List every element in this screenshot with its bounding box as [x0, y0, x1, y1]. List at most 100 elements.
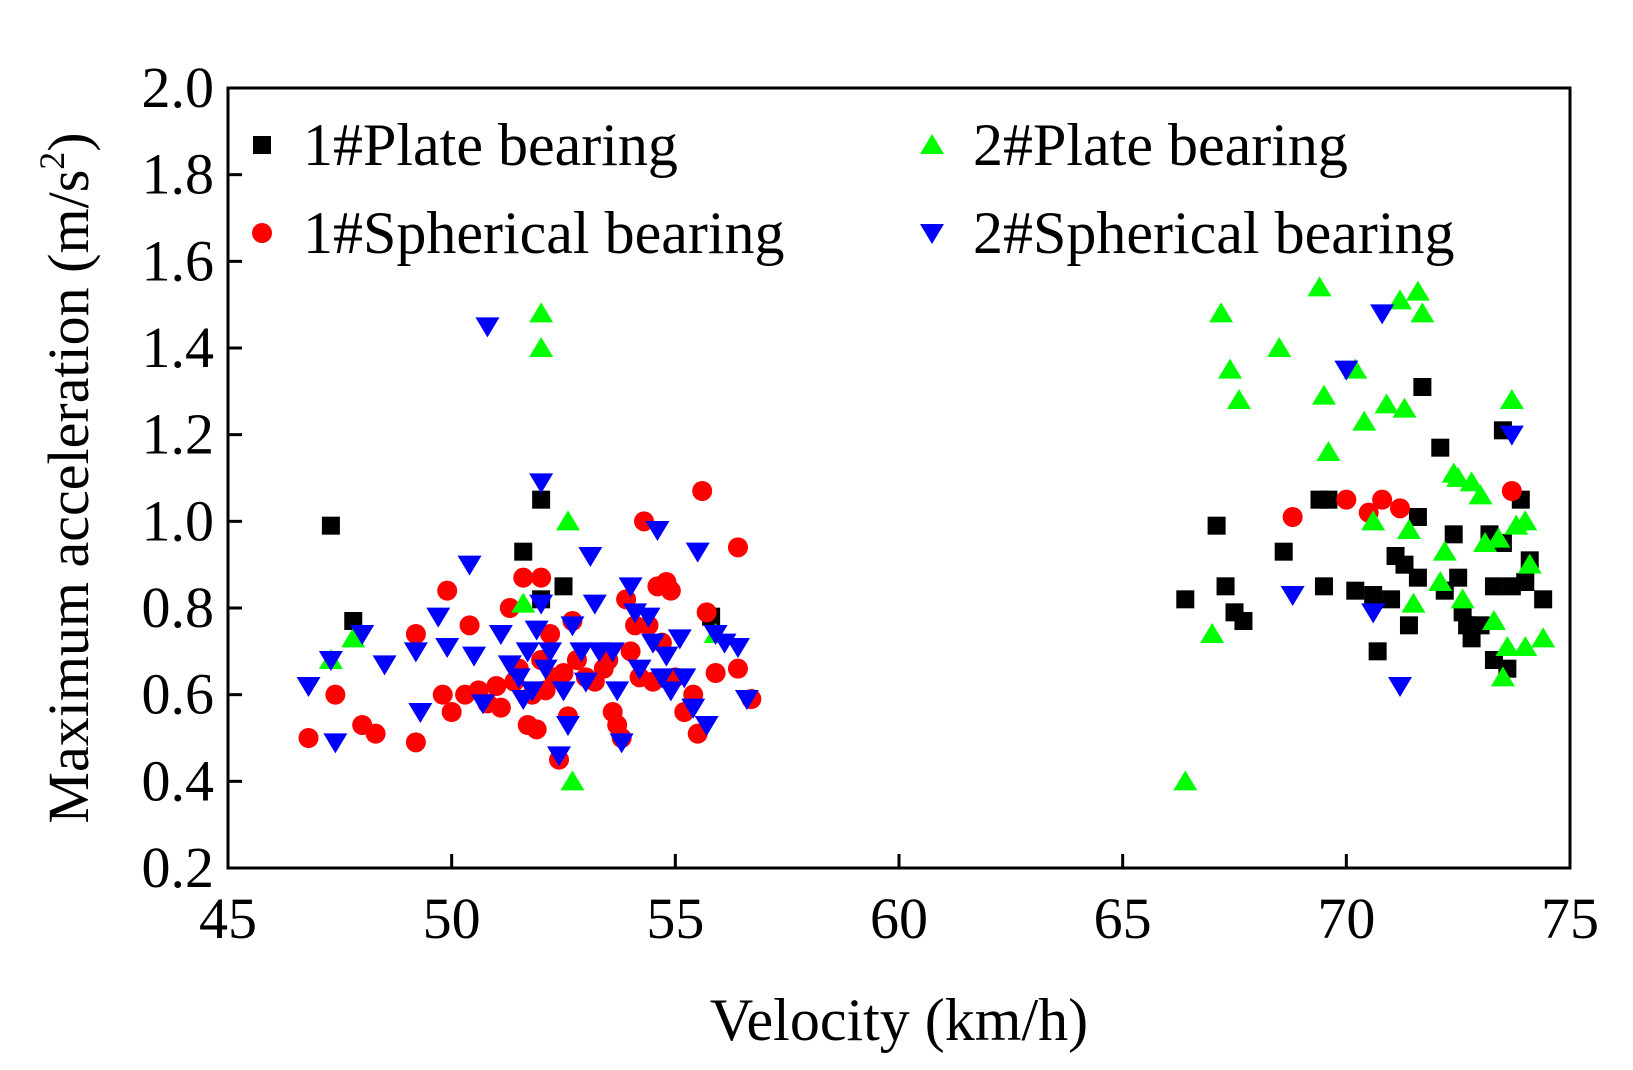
data-point — [649, 668, 674, 689]
data-point — [1226, 389, 1251, 409]
y-axis-label-superscript: 2 — [32, 152, 72, 170]
data-point — [727, 658, 748, 679]
data-point — [1216, 577, 1235, 596]
data-point — [725, 638, 750, 658]
legend-label-2: 1#Spherical bearing — [303, 200, 785, 266]
data-point — [667, 629, 692, 650]
data-point — [1405, 280, 1430, 301]
x-tick-label: 60 — [870, 886, 928, 951]
data-point — [506, 668, 531, 689]
data-point — [1316, 441, 1341, 461]
data-point — [734, 690, 759, 710]
data-point — [298, 728, 319, 748]
data-point — [1432, 540, 1457, 561]
data-point — [1218, 358, 1243, 379]
data-point — [529, 337, 554, 357]
x-tick-label: 75 — [1541, 886, 1599, 951]
data-point — [499, 598, 520, 618]
y-axis-label-close: ) — [36, 132, 101, 151]
data-point — [1361, 603, 1386, 624]
data-point — [1534, 590, 1553, 609]
data-point — [1176, 590, 1195, 609]
data-point — [685, 542, 710, 563]
legend-marker-3 — [920, 134, 944, 154]
data-point — [573, 672, 598, 693]
data-point — [1399, 616, 1418, 635]
y-tick-label: 0.6 — [142, 662, 215, 727]
data-point — [1501, 481, 1522, 501]
x-tick-label: 70 — [1317, 886, 1375, 951]
data-point — [524, 620, 549, 641]
data-point — [600, 642, 625, 663]
data-point — [1446, 467, 1471, 487]
data-point — [560, 770, 585, 791]
data-point — [1234, 612, 1253, 630]
data-point — [318, 651, 343, 671]
data-point — [1401, 592, 1426, 613]
data-point — [457, 555, 482, 576]
legend-item-4: 2#Spherical bearing — [920, 200, 1455, 266]
data-point — [654, 646, 679, 667]
data-point — [540, 624, 561, 644]
data-point — [1364, 586, 1383, 604]
data-point — [529, 473, 554, 494]
data-point — [408, 703, 433, 723]
y-tick-label: 0.4 — [142, 748, 215, 813]
y-axis-label-main: Maximum acceleration (m/s — [36, 170, 101, 824]
data-point — [323, 733, 348, 754]
data-point — [1388, 677, 1413, 697]
data-point — [1274, 542, 1293, 561]
data-point — [578, 547, 603, 567]
y-tick-label: 1.0 — [142, 488, 215, 553]
y-tick-label: 2.0 — [142, 55, 215, 120]
legend-marker-4 — [920, 224, 944, 244]
data-point — [705, 663, 726, 683]
data-point — [365, 723, 386, 744]
data-point — [1484, 577, 1503, 596]
data-markers — [296, 276, 1556, 791]
data-point — [1516, 573, 1535, 591]
data-point — [605, 681, 630, 702]
data-point — [555, 510, 580, 531]
x-tick-label: 55 — [646, 886, 704, 951]
data-point — [1209, 302, 1234, 323]
data-point — [372, 655, 397, 676]
legend-item-1: 1#Plate bearing — [253, 112, 678, 178]
data-point — [1490, 666, 1515, 687]
data-point — [405, 624, 426, 644]
data-point — [1408, 568, 1427, 587]
data-point — [1382, 590, 1401, 609]
data-point — [296, 677, 321, 697]
data-point — [618, 577, 643, 598]
data-point — [551, 681, 576, 702]
data-point — [1282, 507, 1303, 527]
data-point — [403, 642, 428, 663]
data-point — [1307, 276, 1332, 297]
data-point — [1352, 410, 1377, 431]
data-point — [1449, 568, 1468, 587]
legend-marker-2 — [252, 223, 272, 243]
data-point — [1173, 770, 1198, 791]
data-point — [1207, 516, 1226, 535]
data-point — [1513, 636, 1538, 656]
data-point — [1334, 360, 1359, 381]
data-point — [1499, 389, 1524, 409]
data-point — [513, 567, 534, 588]
data-point — [569, 642, 594, 663]
data-point — [520, 681, 545, 702]
y-tick-label: 1.8 — [142, 142, 215, 207]
data-point — [582, 594, 607, 615]
data-point — [640, 633, 665, 654]
data-point — [526, 719, 547, 740]
series-2 — [298, 481, 1522, 770]
data-point — [435, 638, 460, 658]
data-point — [658, 681, 683, 702]
data-point — [547, 746, 572, 767]
data-point — [1372, 489, 1393, 510]
data-point — [529, 302, 554, 323]
data-point — [553, 663, 574, 683]
data-point — [609, 733, 634, 754]
data-point — [1450, 588, 1475, 609]
data-point — [341, 627, 366, 648]
